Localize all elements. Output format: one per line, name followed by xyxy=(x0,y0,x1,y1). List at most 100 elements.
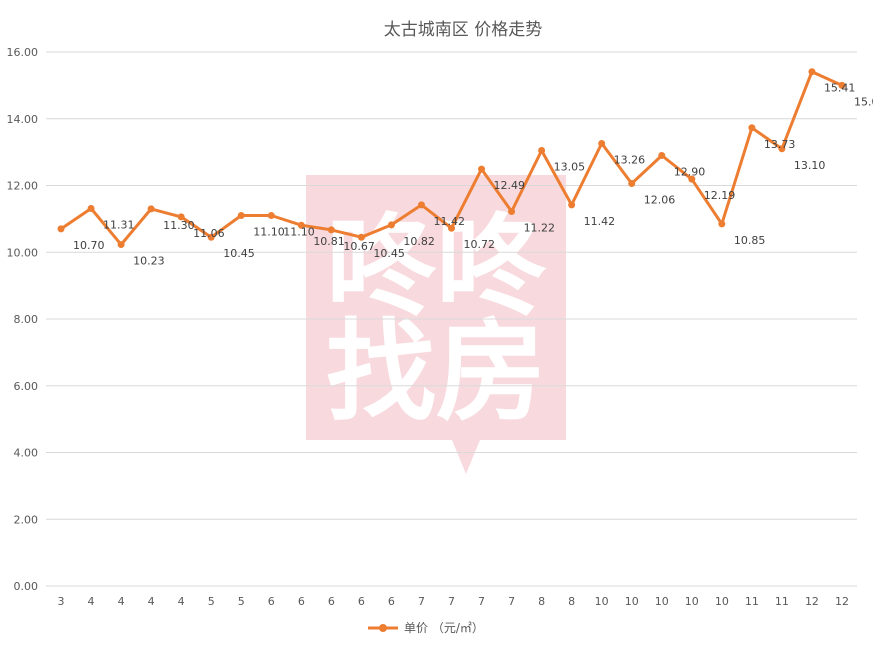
x-tick-label: 5 xyxy=(208,595,215,608)
x-tick-label: 6 xyxy=(328,595,335,608)
data-point xyxy=(237,212,245,220)
data-label: 12.49 xyxy=(494,179,526,192)
data-point xyxy=(508,208,516,216)
data-point xyxy=(387,221,395,229)
data-label: 15.00 xyxy=(854,95,873,108)
x-tick-label: 7 xyxy=(508,595,515,608)
y-tick-label: 8.00 xyxy=(14,313,39,326)
data-label: 11.42 xyxy=(433,215,465,228)
data-point xyxy=(177,213,185,221)
x-tick-label: 11 xyxy=(775,595,789,608)
data-label: 10.70 xyxy=(73,239,105,252)
x-tick-label: 4 xyxy=(178,595,185,608)
x-tick-label: 7 xyxy=(418,595,425,608)
x-tick-label: 4 xyxy=(118,595,125,608)
y-tick-label: 14.00 xyxy=(7,113,39,126)
data-point xyxy=(808,68,816,76)
data-label: 10.85 xyxy=(734,234,766,247)
x-tick-label: 6 xyxy=(358,595,365,608)
data-label: 10.81 xyxy=(313,235,345,248)
data-point xyxy=(57,225,65,233)
x-tick-label: 6 xyxy=(388,595,395,608)
data-point xyxy=(628,179,636,187)
x-tick-label: 11 xyxy=(745,595,759,608)
data-label: 11.10 xyxy=(253,226,284,239)
svg-text:咚咚: 咚咚 xyxy=(326,203,547,331)
data-label: 10.45 xyxy=(373,247,405,260)
x-tick-label: 4 xyxy=(88,595,95,608)
data-point xyxy=(207,233,215,241)
data-point xyxy=(297,221,305,229)
x-tick-label: 8 xyxy=(568,595,575,608)
x-tick-label: 6 xyxy=(268,595,275,608)
data-label: 15.41 xyxy=(824,82,856,95)
data-points-layer xyxy=(57,68,846,249)
data-point xyxy=(448,224,455,232)
x-tick-label: 5 xyxy=(238,595,245,608)
data-label: 12.90 xyxy=(674,165,706,178)
x-axis-ticks: 3 4 4 4 4 5 5 6 6 6 6 6 7 7 7 7 8 8 10 10 10 10 10 11 11 12 12 xyxy=(58,595,849,608)
x-tick-label: 4 xyxy=(148,595,155,608)
data-point xyxy=(838,81,846,89)
x-tick-label: 10 xyxy=(595,595,609,608)
data-label: 11.30 xyxy=(163,219,195,232)
data-label: 12.19 xyxy=(704,189,736,202)
x-tick-label: 12 xyxy=(805,595,819,608)
data-label: 10.82 xyxy=(403,235,435,248)
x-tick-label: 10 xyxy=(625,595,639,608)
y-tick-label: 16.00 xyxy=(7,46,39,59)
data-label: 13.73 xyxy=(764,138,796,151)
data-point xyxy=(598,139,606,147)
data-point xyxy=(778,145,786,153)
x-tick-label: 6 xyxy=(298,595,305,608)
data-label: 10.72 xyxy=(464,238,496,251)
data-label: 10.67 xyxy=(343,240,375,253)
data-point xyxy=(357,233,365,241)
x-tick-label: 8 xyxy=(538,595,545,608)
data-label: 11.42 xyxy=(584,215,616,228)
legend-series-marker xyxy=(379,624,387,632)
data-point xyxy=(718,220,726,228)
chart-title: 太古城南区 价格走势 xyxy=(384,20,542,40)
y-tick-label: 0.00 xyxy=(14,580,39,593)
y-tick-label: 12.00 xyxy=(7,180,39,193)
data-label: 11.31 xyxy=(103,219,135,232)
data-label: 13.10 xyxy=(794,159,826,172)
watermark-logo: 咚咚 找房 xyxy=(306,175,566,474)
x-tick-label: 7 xyxy=(478,595,485,608)
data-label: 11.10 xyxy=(283,226,315,239)
y-tick-label: 6.00 xyxy=(14,380,39,393)
legend-series-name: 单价 （元/㎡） xyxy=(404,621,484,635)
data-point xyxy=(538,146,546,154)
y-tick-label: 4.00 xyxy=(14,447,39,460)
x-tick-label: 7 xyxy=(448,595,455,608)
data-point xyxy=(748,124,756,132)
data-point xyxy=(658,151,666,159)
y-axis-ticks: 0.00 2.00 4.00 6.00 8.00 10.00 12.00 14.00 16.00 xyxy=(7,46,39,593)
data-point xyxy=(267,212,275,220)
data-point xyxy=(117,241,125,249)
data-label: 11.22 xyxy=(524,222,556,235)
data-label: 11.06 xyxy=(193,227,225,240)
x-tick-label: 10 xyxy=(655,595,669,608)
x-tick-label: 10 xyxy=(715,595,729,608)
y-tick-label: 10.00 xyxy=(7,246,39,259)
x-tick-label: 10 xyxy=(685,595,699,608)
data-point xyxy=(478,165,486,173)
x-tick-label: 3 xyxy=(58,595,65,608)
data-label: 10.45 xyxy=(223,247,255,260)
y-tick-label: 2.00 xyxy=(14,513,39,526)
data-point xyxy=(688,175,696,183)
data-label: 13.26 xyxy=(614,153,646,166)
data-label: 13.05 xyxy=(554,160,586,173)
legend[interactable]: 单价 （元/㎡） xyxy=(368,621,484,635)
data-point xyxy=(147,205,155,213)
data-point xyxy=(417,201,425,209)
x-tick-label: 12 xyxy=(835,595,849,608)
data-label: 10.23 xyxy=(133,255,165,268)
gridlines xyxy=(46,51,857,587)
svg-text:找房: 找房 xyxy=(326,308,546,436)
